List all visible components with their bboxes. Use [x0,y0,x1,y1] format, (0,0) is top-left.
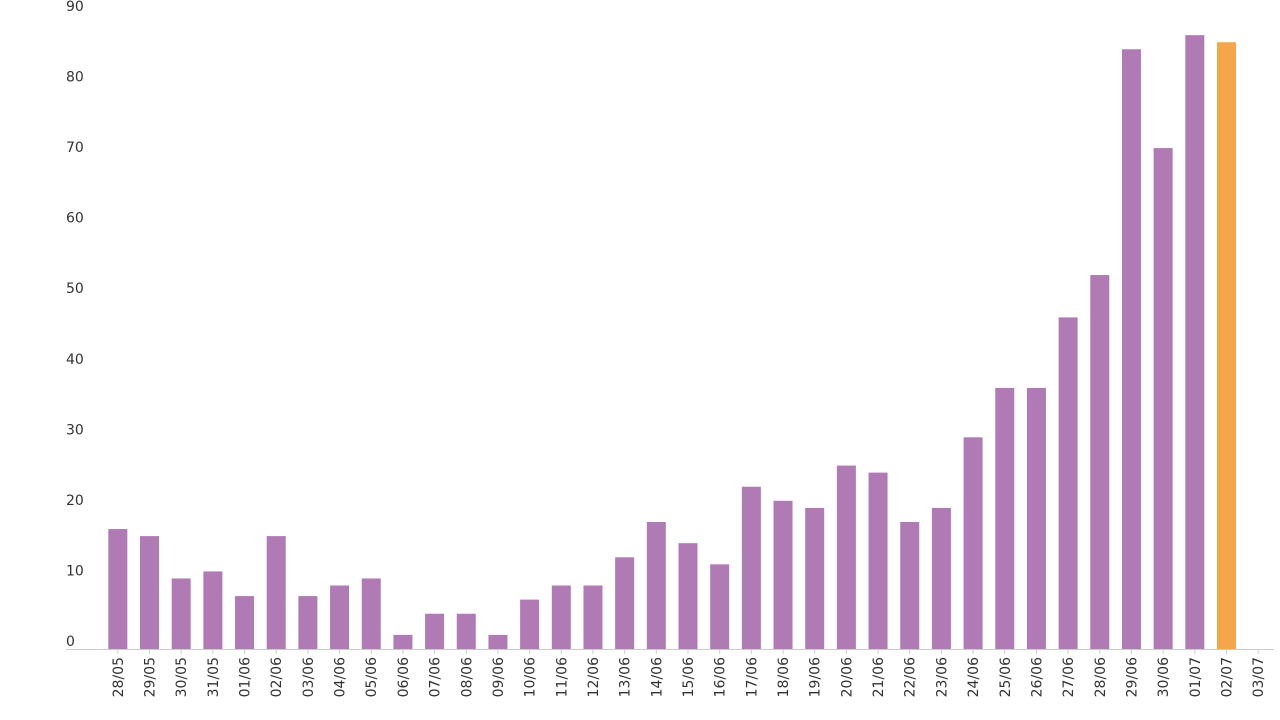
bar-20-06 [836,465,856,649]
y-tick-label: 30 [66,422,84,438]
bar-26-06 [1026,387,1046,649]
y-tick-label: 0 [66,634,75,650]
x-tick-label: 16/06 [713,657,729,697]
bar-01-06 [235,596,255,649]
bars [108,35,1236,650]
x-tick-label: 27/06 [1061,657,1077,697]
bar-30-05 [171,578,191,649]
bar-31-05 [203,571,223,649]
bar-23-06 [931,507,951,649]
y-tick-label: 60 [66,211,84,227]
bar-11-06 [551,585,571,649]
bar-05-06 [361,578,381,649]
bar-28-05 [108,529,128,649]
bar-28-06 [1090,275,1110,649]
bar-22-06 [900,522,920,649]
y-tick-label: 40 [66,352,84,368]
x-tick-label: 23/06 [934,657,950,697]
bar-21-06 [868,472,888,649]
x-tick-label: 03/07 [1251,657,1267,697]
x-tick-label: 22/06 [903,657,919,697]
x-tick-label: 25/06 [998,657,1014,697]
bar-08-06 [456,613,476,649]
bar-10-06 [520,599,540,649]
x-tick-label: 01/06 [238,657,254,697]
x-tick-label: 30/06 [1156,657,1172,697]
bar-09-06 [488,634,508,649]
x-tick-label: 19/06 [808,657,824,697]
bar-14-06 [646,522,666,649]
bar-02-06 [266,536,286,649]
x-tick-label: 09/06 [491,657,507,697]
x-tick-label: 01/07 [1188,657,1204,697]
y-tick-label: 90 [66,0,84,15]
x-tick-label: 28/05 [111,657,127,697]
x-tick-label: 03/06 [301,657,317,697]
bar-25-06 [995,387,1015,649]
bar-17-06 [741,486,761,649]
bar-13-06 [615,557,635,649]
bar-12-06 [583,585,603,649]
bar-02-07 [1216,42,1236,649]
y-axis: 0 10 20 30 40 50 60 70 80 90 [66,0,84,650]
x-tick-label: 08/06 [459,657,475,697]
x-tick-label: 28/06 [1093,657,1109,697]
x-tick-label: 02/07 [1219,657,1235,697]
x-tick-label: 26/06 [1029,657,1045,697]
bar-27-06 [1058,317,1078,649]
x-axis: 28/05 29/05 30/05 31/05 01/06 02/06 03/06 04/06… [111,649,1267,697]
x-tick-label: 29/06 [1124,657,1140,697]
x-tick-label: 15/06 [681,657,697,697]
bar-24-06 [963,437,983,649]
x-tick-label: 11/06 [554,657,570,697]
x-tick-label: 05/06 [364,657,380,697]
x-tick-label: 18/06 [776,657,792,697]
x-tick-label: 10/06 [523,657,539,697]
x-tick-label: 30/05 [174,657,190,697]
x-tick-label: 14/06 [649,657,665,697]
bar-04-06 [330,585,350,649]
x-tick-label: 31/05 [206,657,222,697]
x-tick-label: 17/06 [744,657,760,697]
x-tick-label: 04/06 [333,657,349,697]
bar-30-06 [1153,148,1173,650]
bar-16-06 [710,564,730,649]
x-tick-label: 21/06 [871,657,887,697]
bar-06-06 [393,634,413,649]
bar-18-06 [773,500,793,649]
y-tick-label: 50 [66,281,84,297]
bar-07-06 [425,613,445,649]
bar-29-06 [1121,49,1141,650]
x-tick-label: 07/06 [428,657,444,697]
y-tick-label: 10 [66,563,84,579]
y-tick-label: 20 [66,493,84,509]
x-tick-label: 24/06 [966,657,982,697]
y-tick-label: 70 [66,140,84,156]
x-tick-label: 12/06 [586,657,602,697]
bar-29-05 [140,536,160,649]
bar-15-06 [678,543,698,649]
y-tick-label: 80 [66,70,84,86]
x-tick-label: 13/06 [618,657,634,697]
bar-01-07 [1185,35,1205,649]
bar-19-06 [805,507,825,649]
x-tick-label: 02/06 [269,657,285,697]
x-tick-label: 20/06 [839,657,855,697]
x-tick-label: 29/05 [143,657,159,697]
bar-03-06 [298,596,318,649]
x-tick-label: 06/06 [396,657,412,697]
